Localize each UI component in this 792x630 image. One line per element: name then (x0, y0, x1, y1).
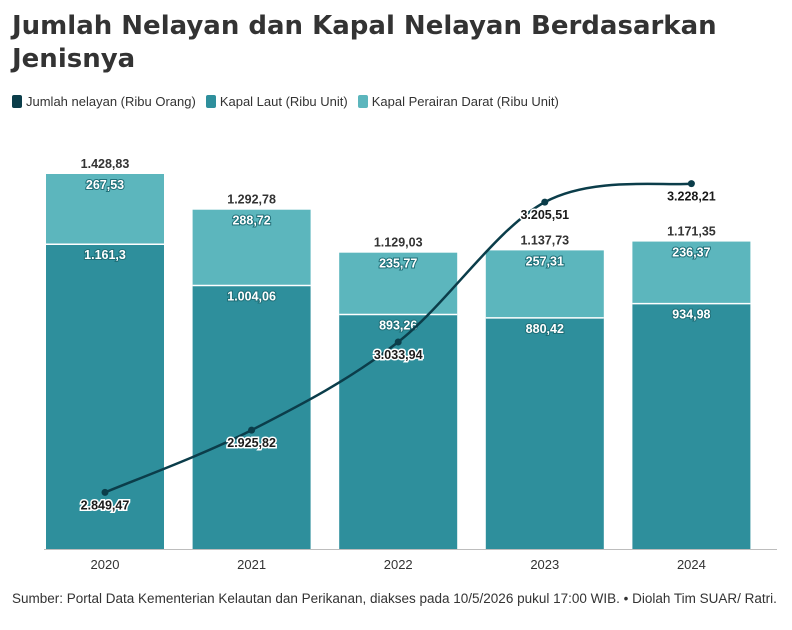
data-label-nelayan-2020: 2.849,47 (81, 498, 130, 512)
total-label-2024: 1.171,35 (667, 225, 716, 239)
legend-label-kapal-laut: Kapal Laut (Ribu Unit) (219, 94, 348, 109)
bar-kapal-laut-2021 (192, 285, 311, 549)
data-label-kapal-darat-2021: 288,72 (232, 214, 270, 228)
legend-swatch-nelayan (12, 95, 22, 108)
total-label-2023: 1.137,73 (520, 233, 569, 247)
legend-item-kapal-laut[interactable]: Kapal Laut (Ribu Unit) (205, 94, 348, 109)
legend-item-kapal-darat[interactable]: Kapal Perairan Darat (Ribu Unit) (357, 94, 559, 109)
data-label-kapal-laut-2024: 934,98 (672, 308, 710, 322)
data-label-kapal-darat-2024: 236,37 (672, 246, 710, 260)
bar-kapal-laut-2022 (339, 314, 458, 549)
point-nelayan-2022 (394, 338, 402, 346)
data-label-kapal-laut-2020: 1.161,3 (84, 248, 126, 262)
point-nelayan-2021 (248, 426, 256, 434)
data-label-nelayan-2023: 3.205,51 (520, 208, 569, 222)
bar-kapal-darat-2023 (485, 250, 604, 318)
data-label-nelayan-2021: 2.925,82 (227, 436, 276, 450)
data-label-kapal-laut-2022: 893,26 (379, 319, 417, 333)
bar-kapal-darat-2021 (192, 209, 311, 286)
legend-item-nelayan[interactable]: Jumlah nelayan (Ribu Orang) (12, 94, 196, 109)
bar-kapal-laut-2020 (46, 244, 164, 549)
data-label-nelayan-2022: 3.033,94 (374, 348, 423, 362)
point-nelayan-2023 (541, 198, 549, 206)
point-nelayan-2024 (687, 180, 695, 188)
total-label-2022: 1.129,03 (374, 236, 423, 250)
legend-swatch-kapal-darat (357, 95, 368, 108)
point-nelayan-2020 (101, 488, 109, 496)
data-label-kapal-laut-2021: 1.004,06 (227, 289, 276, 303)
total-label-2021: 1.292,78 (227, 193, 276, 207)
legend: Jumlah nelayan (Ribu Orang) Kapal Laut (… (12, 94, 559, 109)
chart-plot: 1.161,3 267,53 1.428,83 1.004,06 288,72 1.292… (44, 157, 777, 572)
data-label-kapal-darat-2020: 267,53 (86, 178, 124, 192)
data-label-kapal-darat-2022: 235,77 (379, 257, 417, 271)
bar-kapal-darat-2020 (46, 174, 164, 245)
legend-label-kapal-darat: Kapal Perairan Darat (Ribu Unit) (371, 94, 559, 109)
x-tick-label-2024: 2024 (677, 557, 706, 572)
bar-kapal-laut-2024 (632, 303, 751, 549)
legend-swatch-kapal-laut (205, 95, 216, 108)
x-tick-label-2020: 2020 (91, 557, 120, 572)
total-label-2020: 1.428,83 (81, 157, 130, 171)
bar-kapal-darat-2024 (632, 241, 751, 304)
data-label-kapal-darat-2023: 257,31 (526, 254, 564, 268)
data-label-nelayan-2024: 3.228,21 (667, 190, 716, 204)
data-label-kapal-laut-2023: 880,42 (526, 322, 564, 336)
bar-kapal-laut-2023 (485, 317, 604, 549)
chart-title: Jumlah Nelayan dan Kapal Nelayan Berdasa… (12, 11, 717, 74)
x-tick-label-2022: 2022 (384, 557, 413, 572)
source-note: Sumber: Portal Data Kementerian Kelautan… (12, 591, 777, 606)
legend-label-nelayan: Jumlah nelayan (Ribu Orang) (26, 94, 196, 109)
x-tick-label-2021: 2021 (237, 557, 266, 572)
x-tick-label-2023: 2023 (530, 557, 559, 572)
